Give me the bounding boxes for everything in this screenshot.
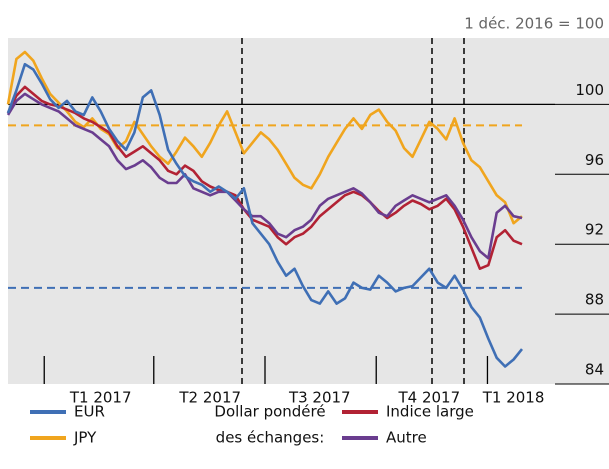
unit-label: 1 déc. 2016 = 100 bbox=[464, 15, 604, 33]
legend-label: Indice large bbox=[386, 403, 474, 421]
y-tick-label: 84 bbox=[585, 361, 604, 379]
legend-group-label: Dollar pondéré bbox=[214, 403, 325, 421]
legend-group-label: des échanges: bbox=[216, 429, 325, 447]
x-tick-label: T1 2018 bbox=[482, 389, 545, 407]
series-line bbox=[6, 92, 523, 260]
event-lines bbox=[241, 38, 465, 384]
x-tick-label: T3 2017 bbox=[288, 389, 351, 407]
x-tick-label: T2 2017 bbox=[178, 389, 241, 407]
legend-label: JPY bbox=[73, 429, 97, 447]
y-tick-label: 92 bbox=[585, 221, 604, 239]
y-tick-label: 96 bbox=[585, 151, 604, 169]
y-tick-label: 100 bbox=[575, 81, 604, 99]
plot-background bbox=[8, 38, 609, 384]
y-tick-label: 88 bbox=[585, 291, 604, 309]
series-line bbox=[6, 85, 523, 270]
series-line bbox=[6, 62, 524, 368]
legend-label: Autre bbox=[386, 429, 427, 447]
x-tick-label: T4 2017 bbox=[397, 389, 460, 407]
series-line bbox=[6, 50, 523, 225]
x-tick-label: T1 2017 bbox=[69, 389, 132, 407]
legend-label: EUR bbox=[74, 403, 105, 421]
